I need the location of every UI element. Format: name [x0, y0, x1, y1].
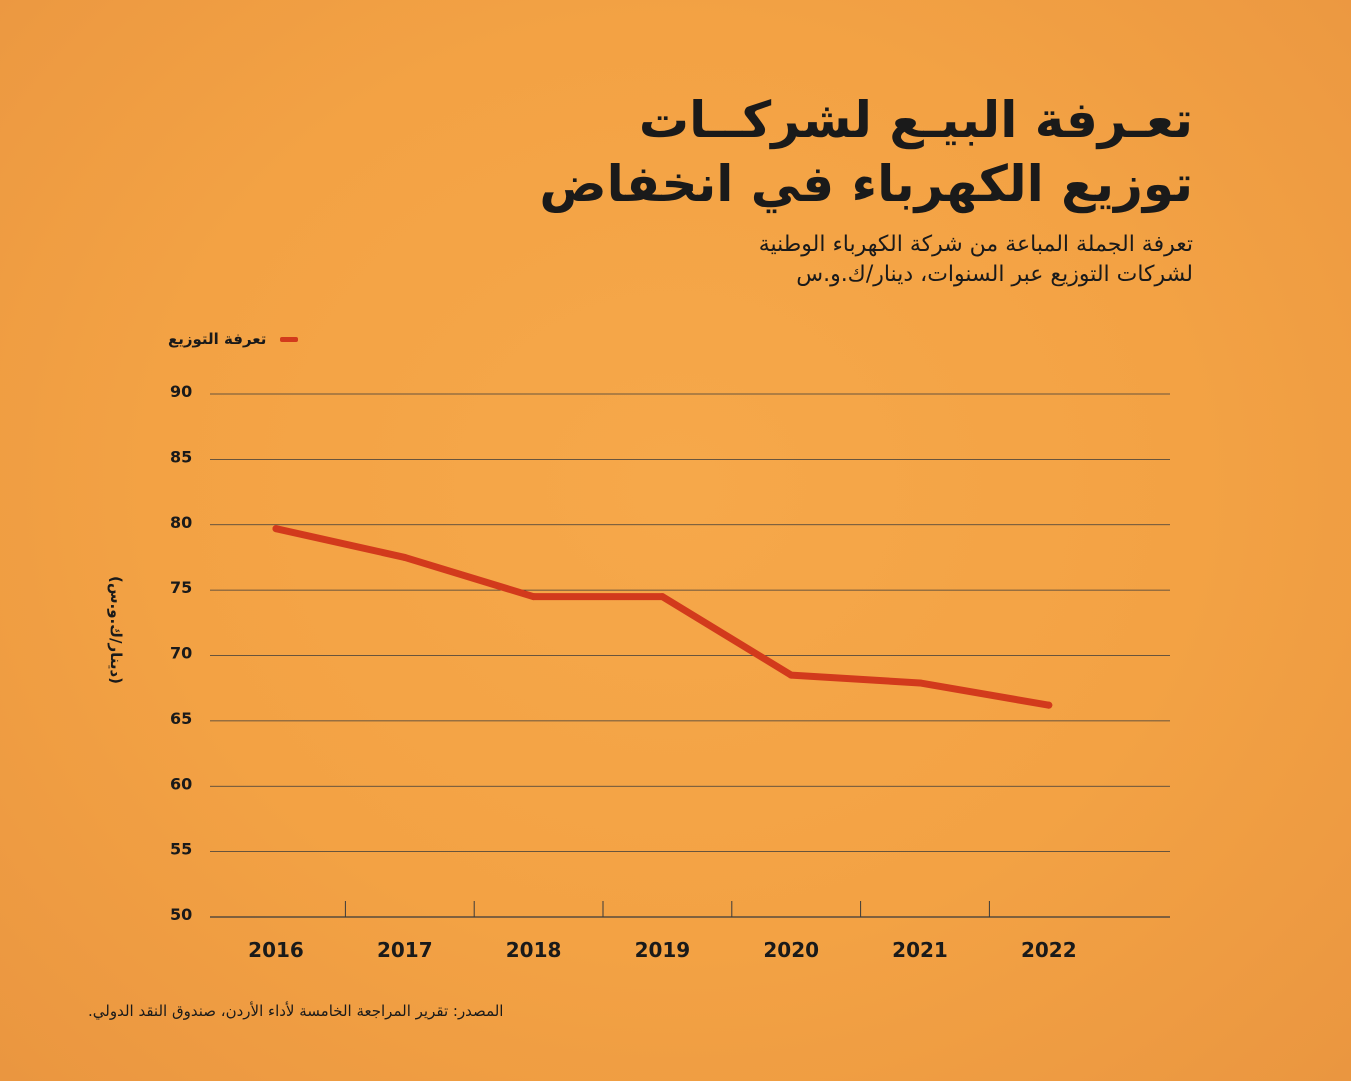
x-tick-label: 2021 [892, 938, 948, 962]
x-tick-label: 2017 [377, 938, 433, 962]
x-tick-label: 2018 [506, 938, 562, 962]
chart-title: تعـرفة البيـع لشركــات توزيع الكهرباء في… [293, 88, 1193, 216]
y-tick-label: 65 [170, 709, 192, 728]
x-tick-label: 2022 [1021, 938, 1077, 962]
subtitle-line-1: تعرفة الجملة المباعة من شركة الكهرباء ال… [758, 232, 1193, 257]
title-line-2: توزيع الكهرباء في انخفاض [539, 155, 1193, 213]
y-tick-label: 50 [170, 905, 192, 924]
y-tick-label: 90 [170, 382, 192, 401]
source-note: المصدر: تقرير المراجعة الخامسة لأداء الأ… [88, 1002, 504, 1020]
data-point [530, 593, 538, 601]
x-tick-label: 2019 [635, 938, 691, 962]
data-point [272, 525, 280, 533]
legend-swatch [280, 336, 299, 342]
y-tick-label: 60 [170, 774, 192, 793]
data-point [916, 679, 924, 687]
data-point [1045, 701, 1053, 709]
x-tick-label: 2016 [248, 938, 304, 962]
y-tick-label: 75 [170, 578, 192, 597]
y-tick-label: 55 [170, 840, 192, 859]
title-line-1: تعـرفة البيـع لشركــات [638, 91, 1193, 149]
data-point [658, 593, 666, 601]
subtitle-line-2: لشركات التوزيع عبر السنوات، دينار/ك.و.س [796, 262, 1193, 287]
series-line [272, 525, 1053, 709]
legend: تعرفة التوزيع [168, 330, 299, 348]
data-point [787, 671, 795, 679]
y-tick-label: 85 [170, 447, 192, 466]
legend-label: تعرفة التوزيع [168, 330, 267, 348]
x-tick-label: 2020 [763, 938, 819, 962]
y-tick-label: 80 [170, 513, 192, 532]
data-point [401, 553, 409, 561]
y-tick-label: 70 [170, 644, 192, 663]
chart-subtitle: تعرفة الجملة المباعة من شركة الكهرباء ال… [293, 230, 1193, 290]
